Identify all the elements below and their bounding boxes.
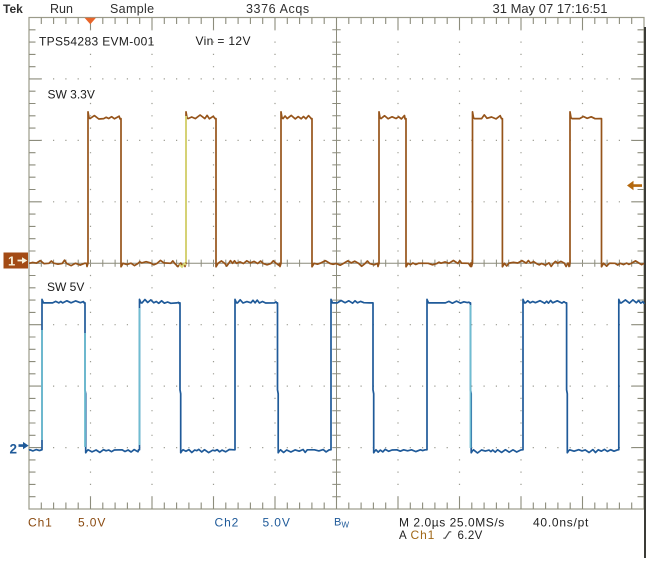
- svg-text:Tek: Tek: [3, 2, 23, 16]
- svg-text:SW 3.3V: SW 3.3V: [48, 88, 95, 102]
- svg-text:W: W: [342, 521, 350, 530]
- svg-text:Ch1: Ch1: [28, 516, 53, 530]
- svg-text:B: B: [334, 517, 341, 529]
- svg-text:5.0V: 5.0V: [263, 516, 291, 530]
- svg-text:A: A: [399, 530, 407, 542]
- svg-text:Ch1: Ch1: [411, 528, 436, 542]
- svg-text:TPS54283 EVM-001: TPS54283 EVM-001: [39, 35, 155, 49]
- svg-text:M 2.0µs 25.0MS/s: M 2.0µs 25.0MS/s: [399, 516, 505, 530]
- svg-text:Ch2: Ch2: [215, 516, 240, 530]
- svg-text:6.2V: 6.2V: [458, 530, 483, 542]
- svg-text:1: 1: [8, 254, 15, 269]
- svg-text:5.0V: 5.0V: [78, 516, 106, 530]
- svg-text:40.0ns/pt: 40.0ns/pt: [533, 516, 589, 530]
- svg-text:2: 2: [10, 442, 18, 457]
- svg-text:SW 5V: SW 5V: [47, 280, 84, 294]
- svg-text:Run: Run: [50, 2, 73, 16]
- svg-text:31 May 07 17:16:51: 31 May 07 17:16:51: [493, 1, 608, 16]
- svg-text:Sample: Sample: [110, 2, 154, 16]
- svg-text:3376 Acqs: 3376 Acqs: [246, 2, 310, 16]
- svg-text:Vin = 12V: Vin = 12V: [196, 34, 251, 48]
